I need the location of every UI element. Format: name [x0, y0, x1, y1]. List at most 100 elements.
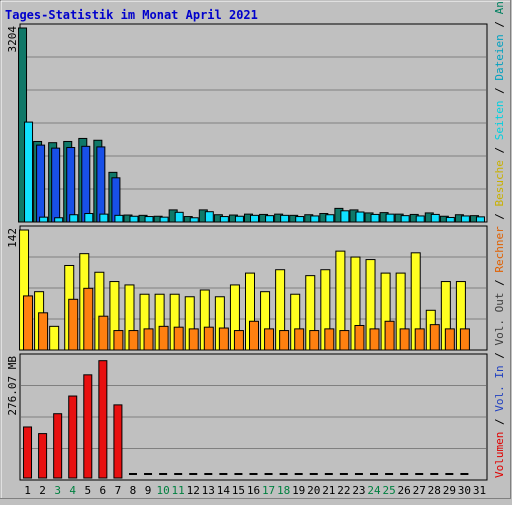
day-label: 9 — [145, 484, 152, 497]
day-label: 1 — [24, 484, 31, 497]
bar-dateien — [250, 214, 259, 223]
bar-rechner — [158, 325, 169, 351]
bar-rechner — [83, 287, 94, 351]
legend-item: / — [493, 346, 506, 366]
day-label: 22 — [337, 484, 350, 497]
day-label: 14 — [217, 484, 231, 497]
bar-dateien — [355, 211, 365, 223]
bar-volumen — [53, 413, 63, 479]
legend-item: / — [493, 81, 506, 101]
bar-rechner — [188, 328, 199, 351]
bar-rechner — [249, 320, 259, 351]
day-label: 18 — [277, 484, 290, 497]
day-label: 16 — [247, 484, 260, 497]
day-label: 13 — [202, 484, 215, 497]
bar-dateien — [295, 216, 305, 223]
bar-dateien — [84, 213, 94, 223]
legend-item: / — [493, 206, 506, 226]
bar-volumen — [38, 433, 48, 479]
day-label: 4 — [69, 484, 76, 497]
day-label: 25 — [382, 484, 395, 497]
bar-rechner — [429, 324, 440, 351]
bar-dateien — [430, 213, 440, 223]
bar-dateien — [234, 215, 244, 223]
day-label: 20 — [307, 484, 320, 497]
right-legend: Volumen / Vol. In / Vol. Out / Rechner /… — [493, 0, 506, 478]
bar-rechner — [459, 328, 470, 351]
legend-text: Volumen / Vol. In / Vol. Out / Rechner /… — [493, 0, 506, 478]
bar-dateien — [39, 216, 49, 223]
bar-dateien — [114, 214, 124, 223]
bar-volumen — [98, 360, 108, 479]
bar-dateien — [280, 214, 290, 223]
bar-rechner — [233, 330, 244, 351]
legend-item: / — [493, 140, 506, 160]
bar-dateien — [325, 214, 335, 223]
bar-dateien — [475, 216, 485, 223]
panel-frame — [19, 353, 488, 481]
legend-item: Vol. Out — [493, 293, 506, 346]
bar-rechner — [399, 328, 410, 351]
bar-rechner — [324, 328, 335, 351]
legend-item: Seiten — [493, 100, 506, 140]
bar-dateien — [24, 121, 34, 223]
day-label: 23 — [352, 484, 365, 497]
day-label: 28 — [428, 484, 441, 497]
legend-item: Volumen — [493, 432, 506, 478]
bar-dateien — [385, 213, 395, 223]
day-label: 30 — [458, 484, 471, 497]
bar-rechner — [98, 315, 109, 351]
bar-dateien — [204, 211, 214, 223]
bar-dateien — [310, 215, 320, 223]
legend-item: / — [493, 412, 506, 432]
bar-dateien — [445, 216, 455, 223]
chart-panels: 3204 142 276.07 MB — [6, 23, 488, 481]
bar-volumen — [83, 374, 93, 479]
bar-dateien — [370, 213, 380, 223]
bar-dateien — [99, 213, 109, 223]
panel-requests: 3204 — [6, 23, 488, 223]
bar-dateien — [265, 215, 275, 223]
day-label: 3 — [54, 484, 61, 497]
day-label: 7 — [115, 484, 122, 497]
day-label: 17 — [262, 484, 275, 497]
bar-seiten — [96, 146, 106, 223]
day-label: 6 — [100, 484, 107, 497]
bar-volumen — [68, 395, 78, 479]
bar-rechner — [113, 330, 124, 351]
bar-besuche — [49, 325, 60, 351]
bar-rechner — [279, 330, 290, 351]
bar-rechner — [218, 327, 229, 351]
bar-volumen — [23, 426, 33, 479]
bar-rechner — [339, 330, 350, 351]
bar-seiten — [51, 147, 61, 223]
day-label: 29 — [443, 484, 456, 497]
bar-rechner — [173, 326, 184, 351]
bar-volumen — [113, 404, 123, 479]
bar-dateien — [129, 215, 139, 223]
bar-dateien — [219, 216, 229, 223]
bar-rechner — [414, 328, 425, 351]
day-label: 12 — [187, 484, 200, 497]
bar-dateien — [69, 214, 79, 223]
y-axis-max-label: 142 — [6, 228, 19, 248]
bar-dateien — [54, 217, 64, 223]
bar-dateien — [144, 216, 154, 223]
legend-item: / — [493, 273, 506, 293]
bar-seiten — [66, 147, 76, 223]
bar-rechner — [309, 330, 320, 351]
panel-volume: 276.07 MB — [6, 353, 488, 481]
bar-seiten — [36, 144, 46, 223]
bar-dateien — [174, 211, 184, 223]
bar-rechner — [38, 312, 49, 351]
day-axis-labels: 1 2 3 4 5 6 7 8 9 10 11 12 13 14 15 16 17 18 19 20 21 22 23 24 2… — [24, 484, 486, 497]
legend-item: Anfragen — [493, 0, 506, 14]
bar-rechner — [354, 324, 365, 351]
y-axis-max-label: 276.07 MB — [6, 356, 19, 416]
bar-dateien — [460, 215, 470, 223]
bar-rechner — [369, 328, 380, 351]
bar-rechner — [68, 298, 79, 351]
bar-dateien — [159, 216, 169, 223]
